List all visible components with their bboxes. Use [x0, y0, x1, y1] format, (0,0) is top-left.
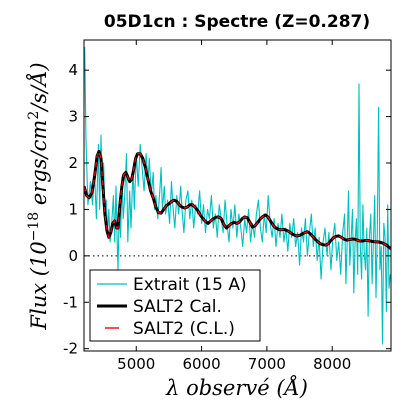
chart-title: 05D1cn : Spectre (Z=0.287) — [104, 12, 370, 32]
series-salt2-cl-line — [84, 149, 391, 250]
legend-label-cl: SALT2 (C.L.) — [133, 319, 235, 339]
plot-frame — [83, 39, 392, 352]
y-tick-label: -2 — [63, 340, 78, 358]
y-tick-label: 0 — [68, 247, 78, 265]
legend-label-cal: SALT2 Cal. — [133, 297, 222, 317]
x-tick-label: 8000 — [313, 355, 351, 373]
y-tick-label: 4 — [68, 61, 78, 79]
legend: Extrait (15 A) SALT2 Cal. SALT2 (C.L.) — [89, 269, 261, 342]
x-axis-label: λ observé (Å) — [165, 375, 308, 400]
x-tick-label: 7000 — [248, 355, 286, 373]
x-tick-label: 6000 — [182, 355, 220, 373]
y-tick-label: 2 — [68, 154, 78, 172]
y-tick-label: -1 — [63, 293, 78, 311]
y-tick-label: 3 — [68, 108, 78, 126]
y-tick-label: 1 — [68, 200, 78, 218]
y-axis-label: Flux (10−18 ergs/cm2/s/Å) — [26, 62, 51, 330]
series-extracted-line — [84, 46, 391, 345]
x-tick-label: 5000 — [117, 355, 155, 373]
legend-label-extracted: Extrait (15 A) — [133, 275, 247, 295]
